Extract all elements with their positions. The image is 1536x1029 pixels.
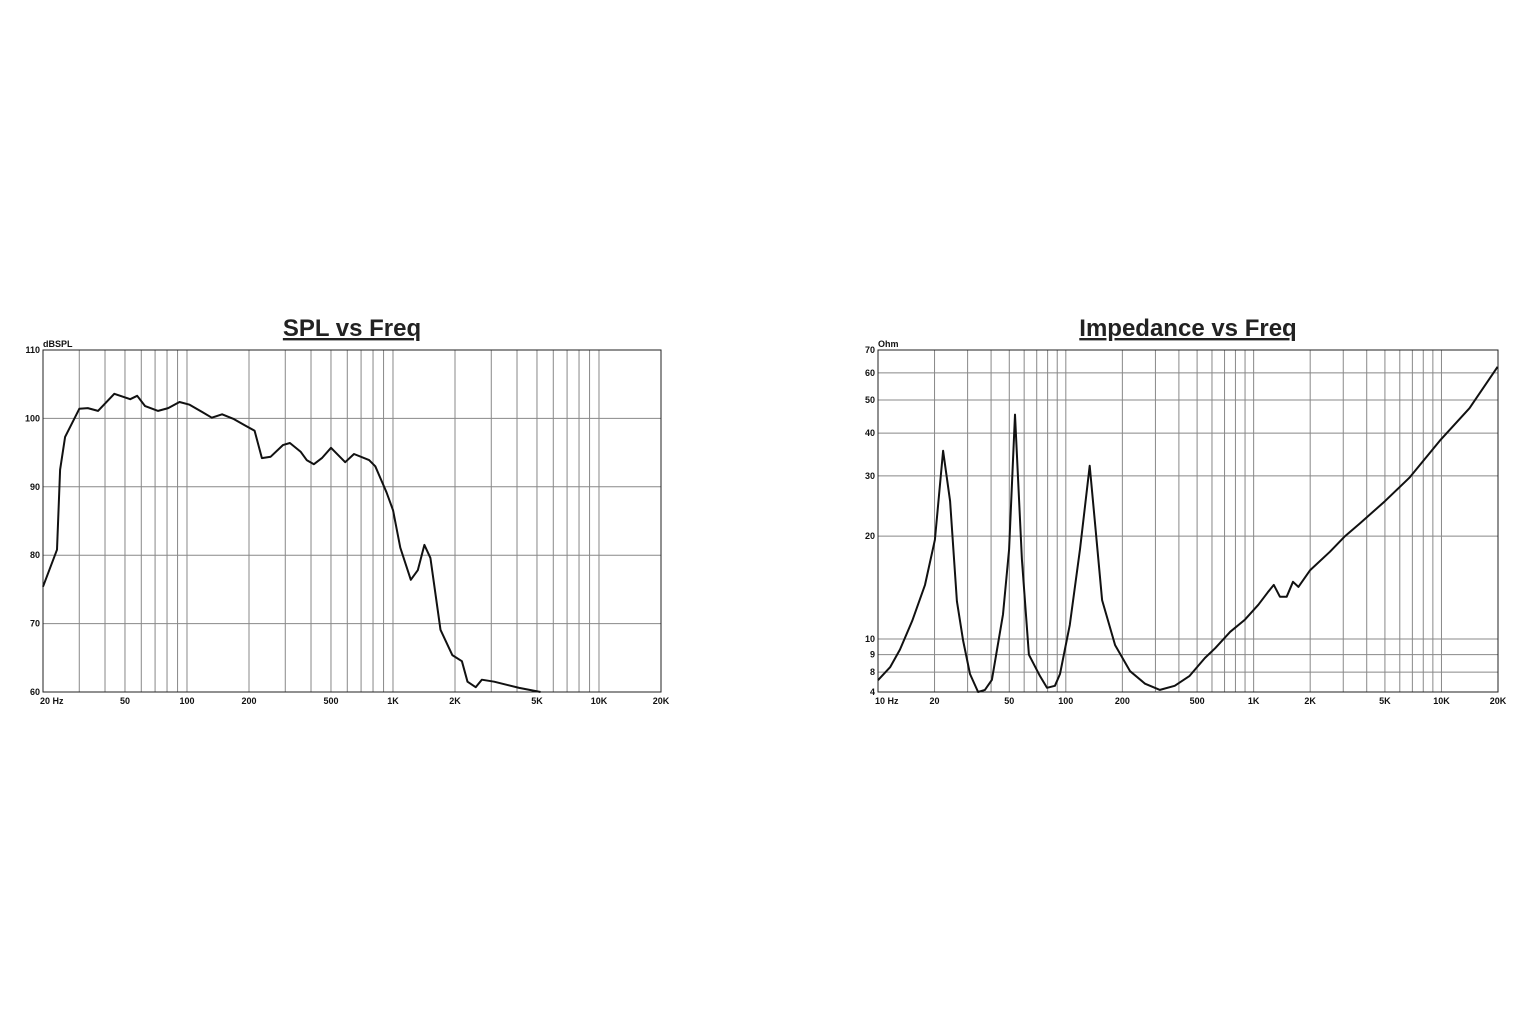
y-tick-label: 8 [870, 667, 875, 677]
y-tick-label: 10 [865, 634, 875, 644]
x-tick-label: 10K [591, 696, 608, 706]
y-tick-label: 4 [870, 687, 875, 697]
x-tick-label: 5K [1379, 696, 1391, 706]
plot-frame [42, 349, 662, 693]
y-axis-label: Ohm [878, 339, 899, 349]
x-tick-label: 5K [531, 696, 543, 706]
chart-title: SPL vs Freq [283, 315, 421, 342]
x-tick-label: 1K [387, 696, 399, 706]
x-tick-label: 200 [241, 696, 256, 706]
plot-frame [877, 349, 1499, 693]
y-tick-label: 20 [865, 531, 875, 541]
data-line [42, 392, 541, 693]
y-tick-label: 70 [865, 345, 875, 355]
y-tick-label: 70 [30, 619, 40, 629]
data-line [877, 366, 1499, 693]
y-tick-label: 100 [25, 413, 40, 423]
x-tick-label: 200 [1115, 696, 1130, 706]
x-tick-label: 100 [1058, 696, 1073, 706]
y-tick-label: 50 [865, 395, 875, 405]
y-tick-label: 40 [865, 428, 875, 438]
x-tick-label: 50 [1004, 696, 1014, 706]
x-tick-label: 500 [323, 696, 338, 706]
y-axis-label: dBSPL [43, 339, 73, 349]
y-tick-label: 60 [865, 368, 875, 378]
x-tick-label: 10K [1433, 696, 1450, 706]
x-tick-label: 100 [179, 696, 194, 706]
y-tick-label: 90 [30, 482, 40, 492]
x-tick-label: 10 Hz [875, 696, 899, 706]
y-tick-label: 80 [30, 550, 40, 560]
x-tick-label: 20 Hz [40, 696, 64, 706]
y-tick-label: 110 [25, 345, 40, 355]
x-tick-label: 50 [120, 696, 130, 706]
x-tick-label: 20 [930, 696, 940, 706]
y-tick-label: 9 [870, 650, 875, 660]
x-tick-label: 20K [653, 696, 670, 706]
x-tick-label: 1K [1248, 696, 1260, 706]
x-tick-label: 2K [1304, 696, 1316, 706]
y-tick-label: 30 [865, 471, 875, 481]
x-tick-label: 500 [1190, 696, 1205, 706]
x-tick-label: 20K [1490, 696, 1507, 706]
x-tick-label: 2K [449, 696, 461, 706]
chart-title: Impedance vs Freq [1079, 315, 1296, 342]
y-tick-label: 60 [30, 687, 40, 697]
